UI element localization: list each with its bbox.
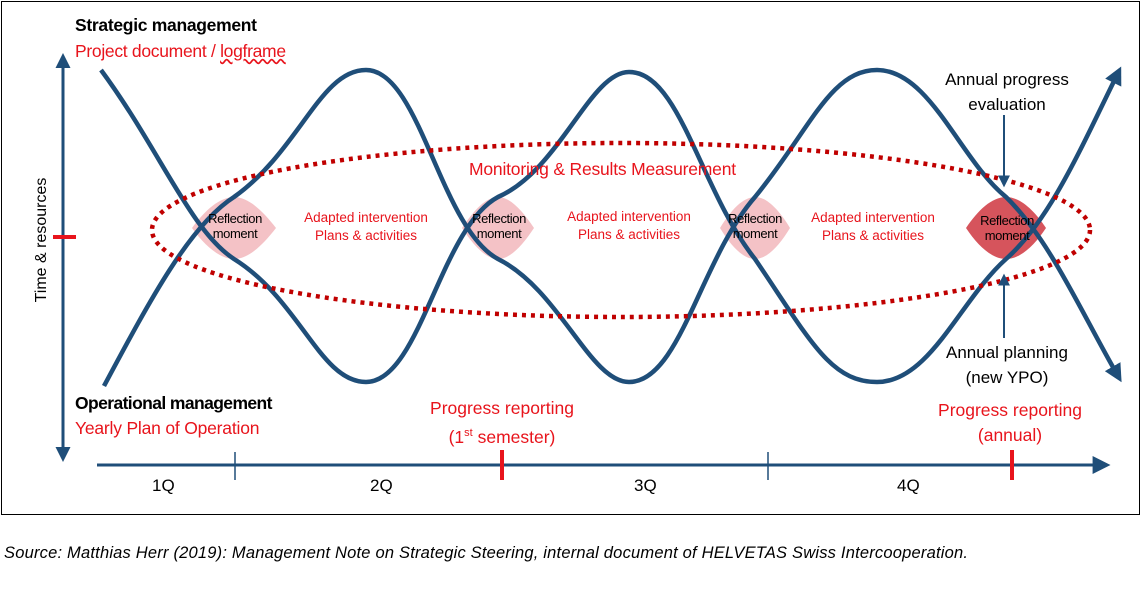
progress-annual-line2: (annual): [977, 425, 1043, 445]
reflection-line1: Reflection: [208, 211, 262, 226]
progress-reporting-semester: Progress reporting (1st semester): [412, 396, 592, 450]
reflection-lens-3: [720, 197, 790, 259]
annual-planning-line1: Annual planning: [946, 343, 1068, 362]
reflection-line1: Reflection: [472, 211, 526, 226]
quarter-label-4q: 4Q: [897, 476, 920, 495]
reflection-line1: Reflection: [728, 211, 782, 226]
progress-semester-line1: Progress reporting: [430, 398, 574, 418]
time-resources-axis-label: Time & resources: [33, 177, 50, 303]
adapted-intervention-2: Adapted intervention Plans & activities: [556, 208, 702, 244]
strategic-management-subtitle: Project document / logframe: [75, 41, 286, 61]
adapted-intervention-1: Adapted intervention Plans & activities: [293, 209, 439, 245]
logframe-text: logframe: [220, 41, 286, 61]
semester-rest: semester): [472, 426, 556, 447]
monitoring-ellipse: [149, 140, 1093, 320]
progress-reporting-annual: Progress reporting (annual): [920, 398, 1100, 448]
operational-management-title: Operational management: [75, 393, 272, 413]
adapted-intervention-3: Adapted intervention Plans & activities: [800, 209, 946, 245]
strategic-management-title: Strategic management: [75, 15, 257, 35]
semester-superscript: st: [464, 427, 473, 439]
annual-progress-evaluation-label: Annual progress evaluation: [922, 67, 1092, 117]
annual-progress-line2: evaluation: [968, 95, 1046, 114]
adapted-line2: Plans & activities: [821, 228, 925, 243]
adapted-line2: Plans & activities: [577, 227, 681, 242]
quarter-label-2q: 2Q: [370, 476, 393, 495]
project-document-text: Project document /: [75, 41, 221, 61]
reflection-line2: moment: [984, 227, 1030, 243]
reflection-moment-3: Reflection moment: [719, 211, 791, 242]
reflection-line1: Reflection: [980, 213, 1034, 228]
reflection-moment-2: Reflection moment: [463, 211, 535, 242]
strategic-curve: [99, 66, 1122, 385]
reflection-line2: moment: [476, 225, 522, 241]
adapted-line2: Plans & activities: [314, 228, 418, 243]
adapted-line1: Adapted intervention: [811, 210, 935, 225]
annual-progress-line1: Annual progress: [945, 70, 1069, 89]
annual-planning-line2: (new YPO): [965, 368, 1049, 387]
reflection-moment-1: Reflection moment: [199, 211, 271, 242]
operational-management-subtitle: Yearly Plan of Operation: [75, 418, 260, 438]
semester-open: (1: [448, 426, 465, 447]
adapted-line1: Adapted intervention: [304, 210, 428, 225]
reflection-moment-4: Reflection moment: [971, 213, 1043, 244]
diagram-frame: [1, 1, 1140, 515]
reflection-line2: moment: [732, 225, 778, 241]
quarter-label-1q: 1Q: [152, 476, 175, 495]
quarter-label-3q: 3Q: [634, 476, 657, 495]
source-caption: Source: Matthias Herr (2019): Management…: [4, 544, 969, 562]
progress-annual-line1: Progress reporting: [938, 400, 1082, 420]
diagram-canvas: [53, 53, 1122, 480]
monitoring-label: Monitoring & Results Measurement: [469, 159, 736, 179]
annual-planning-label: Annual planning (new YPO): [922, 340, 1092, 390]
adapted-line1: Adapted intervention: [567, 209, 691, 224]
reflection-lens-4: [966, 197, 1046, 259]
reflection-line2: moment: [212, 225, 258, 241]
progress-semester-line2: (1st semester): [412, 421, 592, 450]
operational-curve: [102, 67, 1122, 388]
